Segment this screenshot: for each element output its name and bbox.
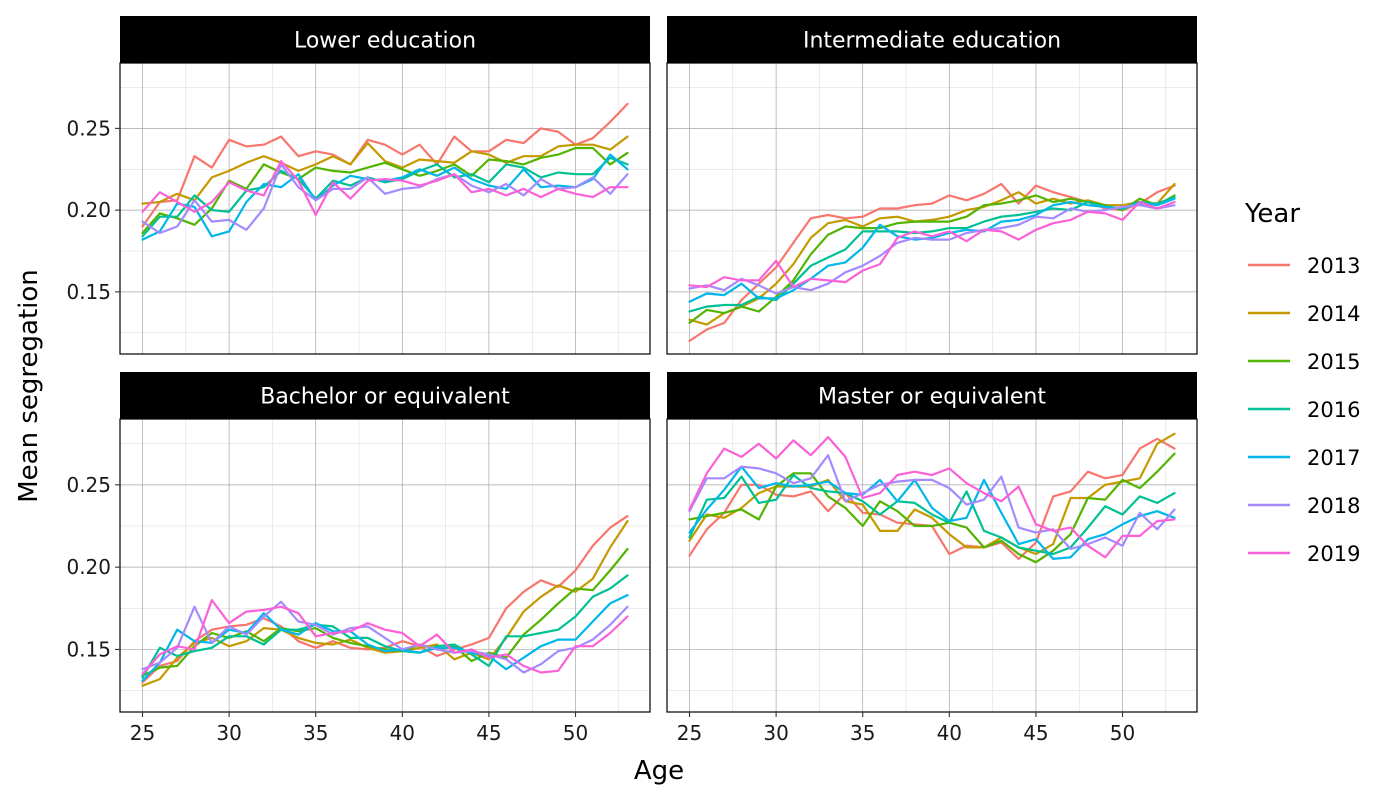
x-tick-label: 50 bbox=[563, 721, 588, 745]
legend-label: 2014 bbox=[1307, 302, 1360, 326]
series-line-2013 bbox=[141, 514, 629, 684]
x-tick-label: 40 bbox=[390, 721, 415, 745]
legend-label: 2018 bbox=[1307, 494, 1360, 518]
y-tick-label: 0.15 bbox=[66, 637, 111, 661]
panel-strip bbox=[667, 16, 1197, 63]
series-line-2017 bbox=[688, 465, 1176, 561]
legend-label: 2013 bbox=[1307, 254, 1360, 278]
legend-item: 2016 bbox=[1248, 398, 1360, 422]
series-line-2017 bbox=[141, 593, 629, 682]
legend-items: 2013 2014 2015 2016 2017 2018 2019 bbox=[1248, 254, 1360, 566]
series-line-2016 bbox=[141, 574, 629, 679]
series-line-2016 bbox=[141, 156, 629, 238]
series-line-2014 bbox=[141, 519, 629, 687]
x-tick-label: 45 bbox=[476, 721, 501, 745]
legend-label: 2015 bbox=[1307, 350, 1360, 374]
series-line-2019 bbox=[141, 160, 629, 217]
panel-strip bbox=[120, 372, 650, 419]
legend-label: 2016 bbox=[1307, 398, 1360, 422]
x-tick-label: 35 bbox=[850, 721, 875, 745]
panel-background bbox=[120, 419, 650, 712]
panel-border bbox=[666, 62, 1198, 355]
legend-label: 2017 bbox=[1307, 446, 1360, 470]
legend-label: 2019 bbox=[1307, 542, 1360, 566]
legend: Year 2013 2014 2015 2016 2017 2018 2019 bbox=[1244, 199, 1360, 566]
y-tick-label: 0.15 bbox=[66, 280, 111, 304]
legend-item: 2013 bbox=[1248, 254, 1360, 278]
x-tick-label: 30 bbox=[763, 721, 788, 745]
series-line-2017 bbox=[141, 153, 629, 241]
series-line-2015 bbox=[688, 452, 1176, 564]
legend-item: 2018 bbox=[1248, 494, 1360, 518]
panels: Lower education 0.15 0.20 0.25 Intermediate … bbox=[66, 16, 1198, 745]
panel-border bbox=[666, 418, 1198, 713]
panel: Intermediate education bbox=[666, 16, 1198, 355]
y-tick-label: 0.20 bbox=[66, 198, 111, 222]
panel-strip bbox=[667, 372, 1197, 419]
x-tick-label: 35 bbox=[303, 721, 328, 745]
y-axis-title: Mean segregation bbox=[14, 269, 44, 503]
panel-strip bbox=[120, 16, 650, 63]
panel-title: Lower education bbox=[294, 29, 476, 54]
panel-title: Bachelor or equivalent bbox=[260, 385, 510, 410]
y-tick-label: 0.20 bbox=[66, 555, 111, 579]
series-line-2014 bbox=[688, 432, 1176, 556]
series-line-2013 bbox=[141, 102, 629, 228]
x-tick-label: 50 bbox=[1110, 721, 1135, 745]
series-line-2018 bbox=[141, 600, 629, 674]
series-line-2017 bbox=[688, 197, 1176, 303]
series-line-2018 bbox=[141, 163, 629, 235]
series-line-2018 bbox=[688, 454, 1176, 551]
series-line-2019 bbox=[688, 200, 1176, 289]
legend-item: 2014 bbox=[1248, 302, 1360, 326]
x-tick-label: 30 bbox=[216, 721, 241, 745]
y-tick-label: 0.25 bbox=[66, 116, 111, 140]
x-tick-label: 25 bbox=[677, 721, 702, 745]
x-axis-title: Age bbox=[634, 756, 684, 786]
x-tick-label: 40 bbox=[937, 721, 962, 745]
series-line-2014 bbox=[141, 135, 629, 205]
series-line-2014 bbox=[688, 182, 1176, 326]
series-line-2015 bbox=[141, 547, 629, 677]
legend-title: Year bbox=[1244, 199, 1300, 229]
legend-item: 2015 bbox=[1248, 350, 1360, 374]
panel-title: Intermediate education bbox=[803, 29, 1061, 54]
panel: Master or equivalent 25 30 35 40 45 50 bbox=[666, 372, 1198, 745]
x-tick-label: 25 bbox=[130, 721, 155, 745]
legend-item: 2019 bbox=[1248, 542, 1360, 566]
x-tick-label: 45 bbox=[1023, 721, 1048, 745]
panel: Bachelor or equivalent 0.15 0.20 0.25 25 30 35… bbox=[66, 372, 651, 745]
axis-titles: Age Mean segregation bbox=[14, 269, 684, 786]
panel-border bbox=[119, 62, 651, 355]
panel-title: Master or equivalent bbox=[818, 385, 1046, 410]
panel: Lower education 0.15 0.20 0.25 bbox=[66, 16, 651, 355]
panel-background bbox=[667, 419, 1197, 712]
legend-item: 2017 bbox=[1248, 446, 1360, 470]
series-line-2019 bbox=[688, 436, 1176, 559]
panel-border bbox=[119, 418, 651, 713]
y-tick-label: 0.25 bbox=[66, 473, 111, 497]
series-line-2019 bbox=[141, 598, 629, 676]
series-line-2016 bbox=[688, 473, 1176, 556]
